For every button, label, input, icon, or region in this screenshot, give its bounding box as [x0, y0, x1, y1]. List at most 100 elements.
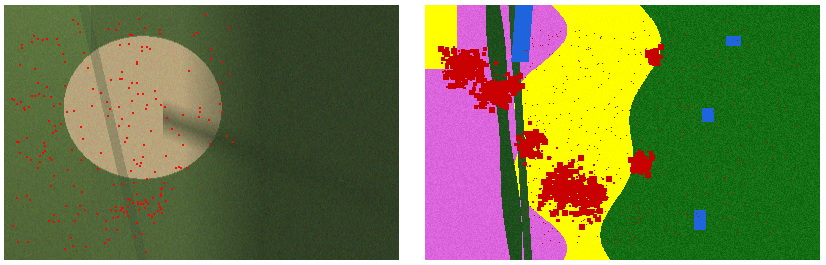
Point	[139, 107, 152, 112]
Point	[44, 184, 57, 188]
Point	[112, 105, 126, 109]
Point	[21, 155, 34, 160]
Point	[44, 156, 57, 161]
Point	[21, 194, 34, 198]
Point	[66, 18, 79, 22]
Point	[154, 187, 168, 191]
Point	[107, 216, 120, 220]
Point	[54, 102, 67, 106]
Point	[131, 60, 144, 64]
Point	[102, 113, 115, 118]
Point	[132, 208, 145, 212]
Point	[127, 158, 140, 162]
Point	[99, 219, 112, 223]
Point	[226, 140, 240, 144]
Point	[90, 212, 103, 216]
Point	[76, 137, 89, 141]
Point	[48, 174, 61, 179]
Point	[115, 207, 128, 212]
Point	[141, 202, 154, 206]
Point	[94, 91, 107, 95]
Point	[200, 12, 213, 17]
Point	[60, 110, 74, 114]
Point	[134, 161, 147, 166]
Point	[98, 241, 112, 246]
Point	[121, 197, 135, 201]
Point	[16, 43, 29, 48]
Point	[104, 208, 117, 212]
Point	[150, 97, 163, 101]
Point	[74, 158, 88, 162]
Point	[161, 116, 174, 120]
Point	[32, 92, 45, 96]
Point	[138, 143, 151, 147]
Point	[23, 198, 36, 202]
Point	[205, 48, 218, 52]
Point	[75, 190, 88, 194]
Point	[116, 182, 130, 187]
Point	[47, 104, 60, 108]
Point	[100, 100, 113, 104]
Point	[50, 37, 64, 41]
Point	[53, 219, 66, 223]
Point	[109, 28, 122, 32]
Point	[153, 202, 166, 206]
Point	[121, 136, 134, 140]
Point	[126, 99, 139, 103]
Point	[52, 42, 65, 47]
Point	[36, 151, 50, 155]
Point	[148, 221, 161, 225]
Point	[115, 117, 128, 122]
Point	[28, 94, 41, 98]
Point	[138, 206, 151, 210]
Point	[130, 62, 143, 66]
Point	[192, 115, 206, 120]
Point	[25, 39, 38, 44]
Point	[50, 129, 63, 133]
Point	[78, 208, 92, 213]
Point	[131, 202, 145, 206]
Point	[126, 111, 140, 116]
Point	[81, 66, 94, 70]
Point	[155, 211, 169, 215]
Point	[69, 219, 82, 223]
Point	[38, 144, 51, 148]
Point	[45, 95, 58, 99]
Point	[122, 86, 135, 90]
Point	[34, 154, 47, 158]
Point	[59, 84, 72, 88]
Point	[64, 236, 78, 240]
Point	[173, 165, 186, 169]
Point	[149, 170, 162, 175]
Point	[121, 136, 134, 140]
Point	[156, 186, 169, 190]
Point	[102, 238, 115, 242]
Point	[116, 77, 129, 81]
Point	[132, 92, 145, 96]
Point	[121, 205, 135, 209]
Point	[37, 141, 50, 145]
Point	[135, 45, 149, 49]
Point	[86, 87, 99, 91]
Point	[67, 109, 80, 113]
Point	[14, 100, 27, 104]
Point	[77, 51, 90, 55]
Point	[74, 30, 87, 34]
Point	[42, 119, 55, 123]
Point	[144, 47, 157, 51]
Point	[105, 78, 118, 82]
Point	[79, 244, 93, 249]
Point	[47, 131, 60, 136]
Point	[173, 133, 186, 138]
Point	[132, 17, 145, 21]
Point	[174, 166, 188, 170]
Point	[154, 194, 167, 198]
Point	[28, 34, 41, 38]
Point	[56, 52, 69, 56]
Point	[121, 214, 135, 218]
Point	[25, 158, 38, 162]
Point	[112, 22, 126, 26]
Point	[13, 63, 26, 67]
Point	[116, 70, 129, 74]
Point	[152, 209, 165, 213]
